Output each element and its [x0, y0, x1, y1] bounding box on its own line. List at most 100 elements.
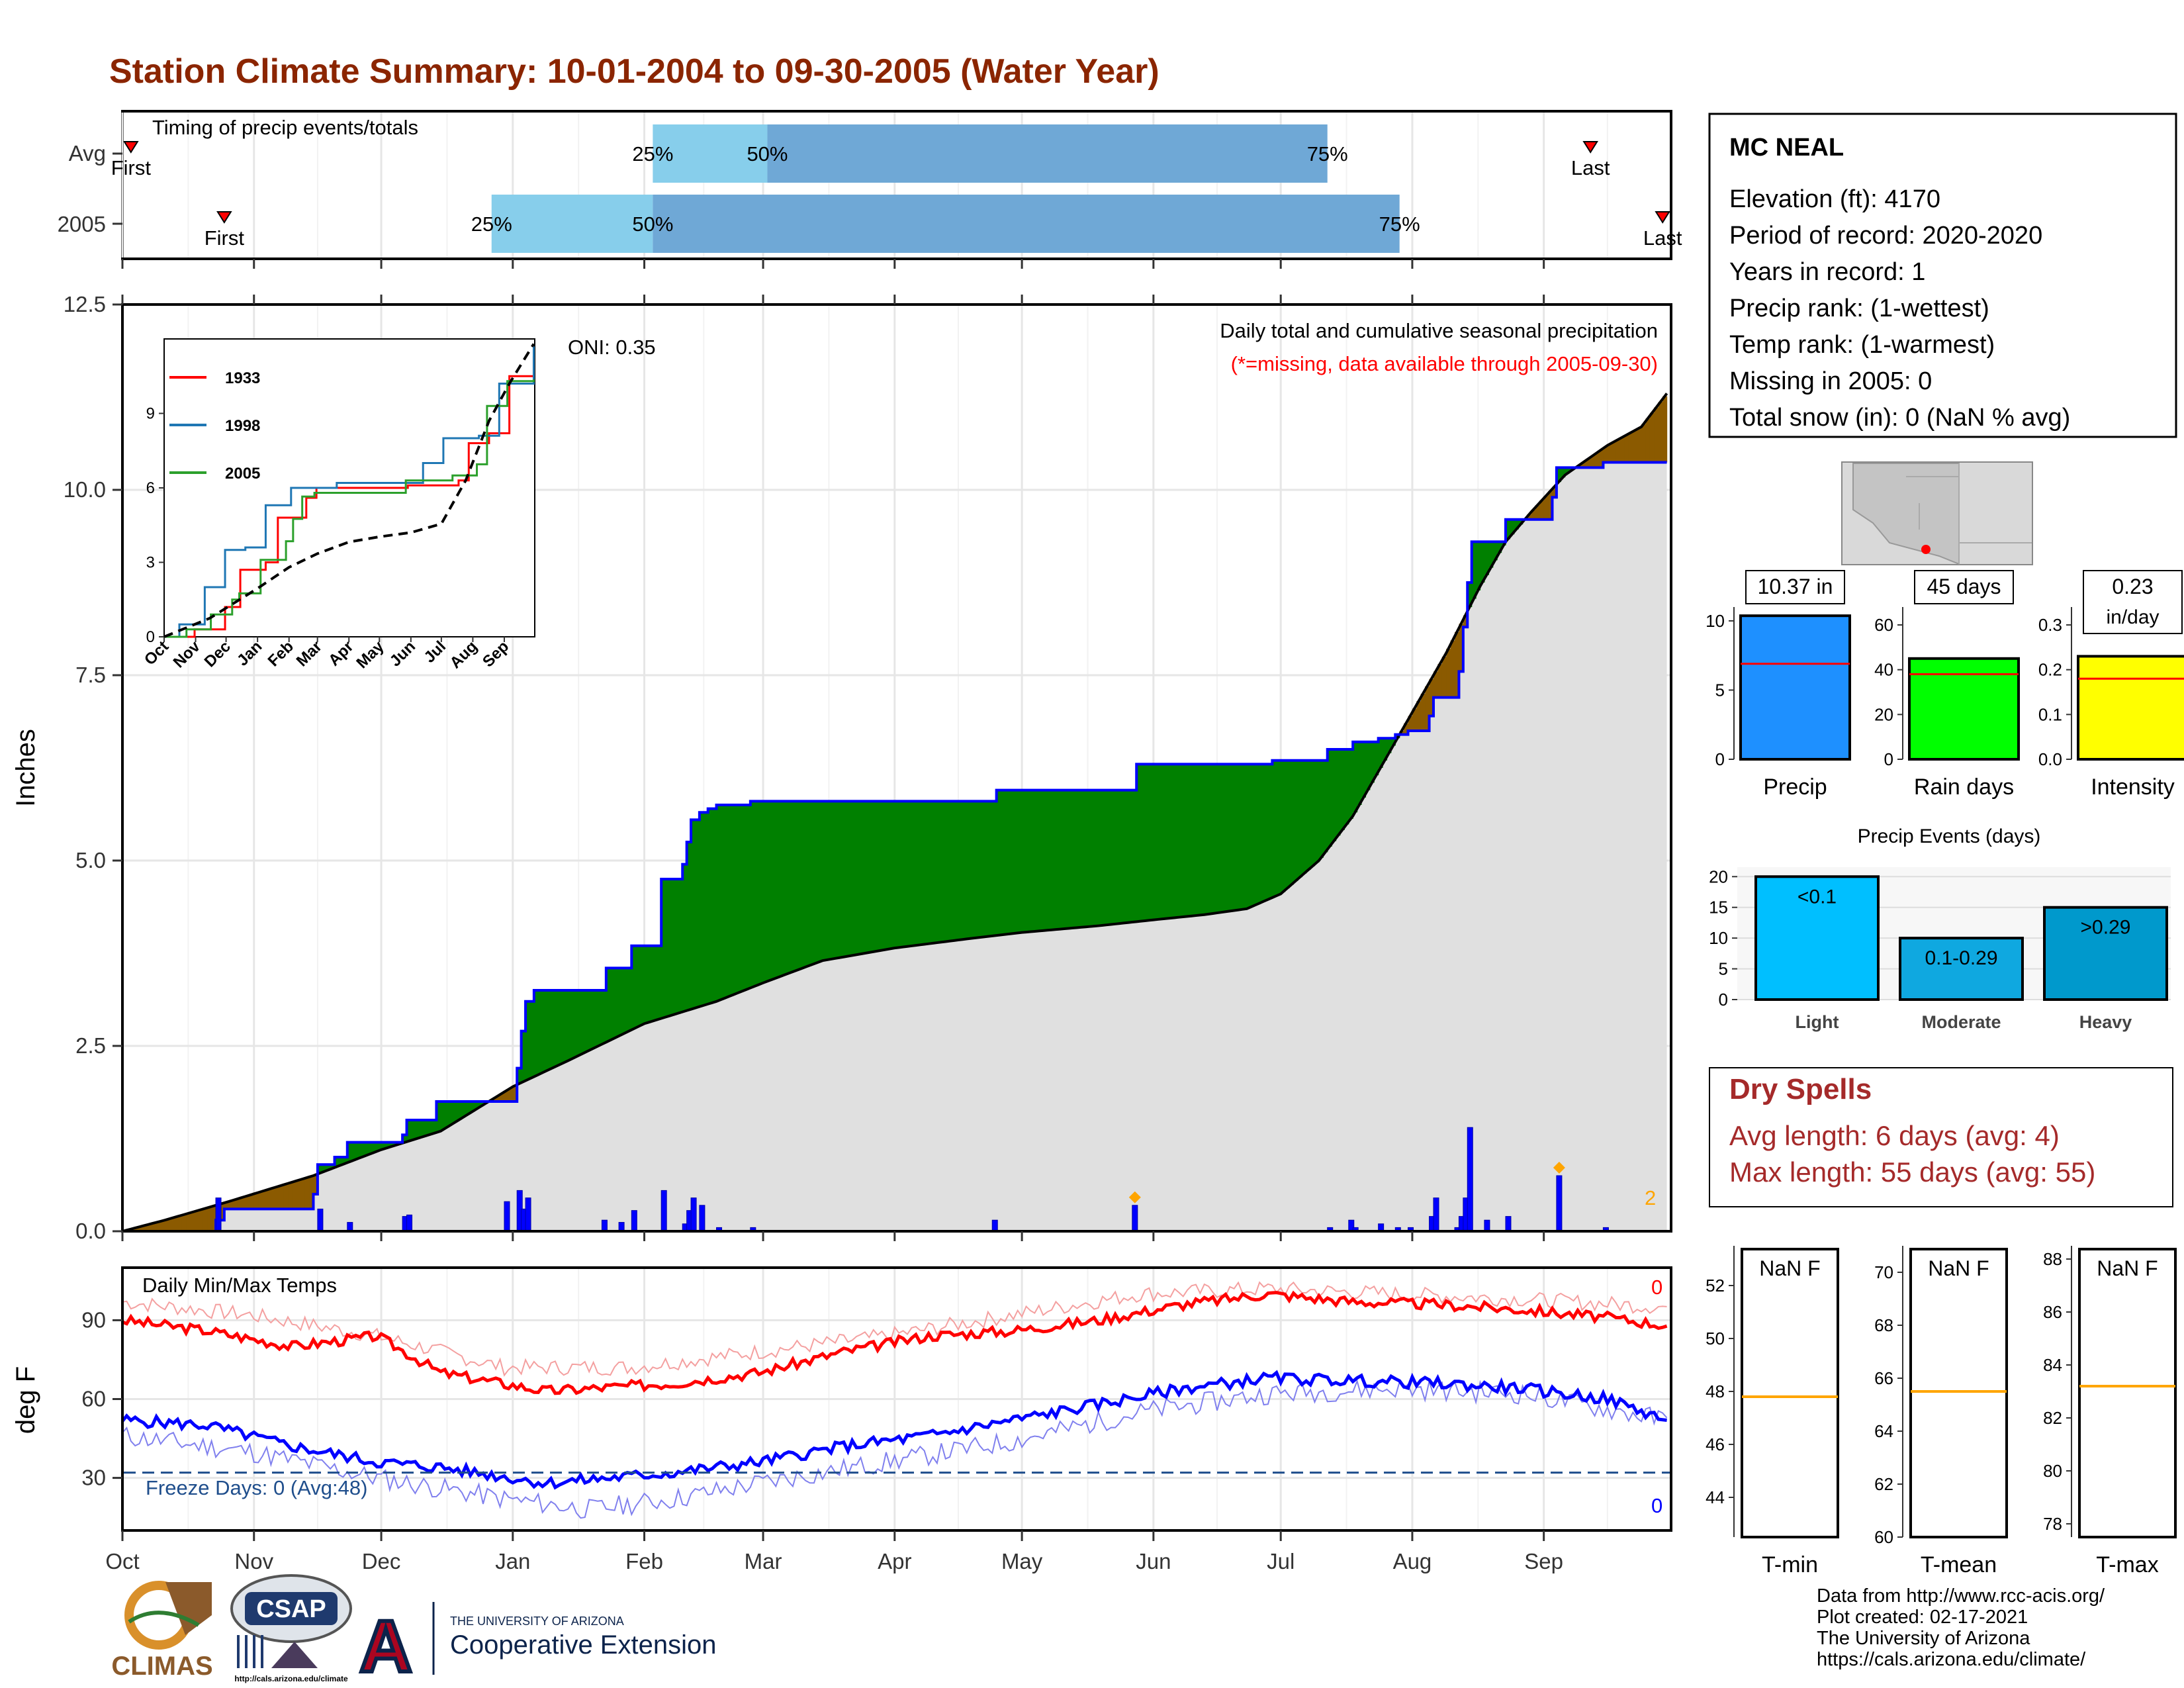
- above-normal-fill: [1195, 764, 1201, 915]
- below-normal-fill: [1645, 418, 1651, 463]
- below-normal-fill: [173, 1217, 178, 1231]
- below-normal-fill: [130, 1228, 136, 1231]
- above-normal-fill: [941, 801, 946, 942]
- above-normal-fill: [551, 990, 556, 1068]
- above-normal-fill: [521, 1031, 526, 1082]
- below-normal-fill: [504, 1090, 509, 1102]
- below-normal-fill: [1416, 701, 1422, 731]
- inset-legend-label-2005: 2005: [225, 465, 260, 483]
- below-normal-fill: [1404, 723, 1409, 735]
- raindays-y-tick-label: 20: [1874, 704, 1893, 724]
- above-normal-fill: [593, 990, 598, 1048]
- below-normal-fill: [262, 1190, 267, 1209]
- above-normal-fill: [907, 801, 913, 947]
- below-normal-fill: [1662, 396, 1668, 463]
- above-normal-fill: [478, 1102, 484, 1107]
- above-normal-fill: [1221, 764, 1226, 912]
- above-normal-fill: [704, 812, 709, 1005]
- below-normal-fill: [292, 1181, 297, 1209]
- above-normal-fill: [929, 801, 934, 944]
- below-normal-fill: [152, 1223, 157, 1231]
- above-normal-fill: [962, 801, 968, 939]
- below-normal-fill: [1658, 402, 1663, 463]
- below-normal-fill: [1590, 455, 1596, 468]
- temp-y-ticks: 30 60 90: [81, 1307, 122, 1490]
- above-normal-fill: [754, 801, 760, 986]
- below-normal-fill: [1455, 632, 1460, 698]
- above-normal-fill: [627, 968, 632, 1031]
- above-normal-fill: [894, 801, 899, 948]
- climas-wordmark: CLIMAS: [111, 1652, 212, 1681]
- above-normal-fill: [343, 1157, 348, 1164]
- above-normal-fill: [1047, 790, 1052, 930]
- precip-value-box: [1745, 570, 1845, 604]
- below-normal-fill: [1624, 435, 1629, 463]
- above-normal-fill: [606, 968, 611, 1041]
- raindays-y-tick-label: 40: [1874, 660, 1893, 680]
- above-normal-fill: [432, 1120, 437, 1133]
- inset-y-tick-label: 0: [146, 628, 155, 646]
- inset-y-tick-label: 6: [146, 479, 155, 497]
- daily-precip-bar: [406, 1214, 413, 1232]
- above-normal-fill: [958, 801, 963, 940]
- above-normal-fill: [797, 801, 802, 970]
- above-normal-fill: [780, 801, 785, 976]
- below-normal-fill: [491, 1098, 496, 1102]
- above-normal-fill: [975, 801, 980, 938]
- above-normal-fill: [602, 990, 607, 1043]
- temp-gridlines: [121, 1269, 1670, 1529]
- above-normal-fill: [971, 801, 976, 939]
- above-normal-fill: [1390, 738, 1396, 746]
- below-normal-fill: [283, 1184, 289, 1209]
- above-normal-fill: [784, 801, 790, 974]
- above-normal-fill: [614, 968, 619, 1037]
- timing-row-avg-label: Avg: [69, 141, 106, 165]
- above-normal-fill: [1013, 790, 1019, 933]
- below-normal-fill: [1412, 708, 1417, 731]
- above-normal-fill: [1514, 519, 1519, 530]
- above-normal-fill: [338, 1157, 343, 1166]
- above-normal-fill: [1344, 749, 1349, 825]
- inset-line-2005: [164, 379, 535, 638]
- above-normal-fill: [843, 801, 848, 957]
- precip-fills: [122, 393, 1668, 1233]
- above-normal-fill: [831, 801, 836, 959]
- above-normal-fill: [1212, 764, 1218, 914]
- above-normal-fill: [1017, 790, 1023, 933]
- below-normal-fill: [296, 1180, 301, 1209]
- below-normal-fill: [1633, 430, 1638, 463]
- above-normal-fill: [1140, 764, 1146, 921]
- above-normal-fill: [533, 990, 539, 1076]
- above-normal-fill: [1166, 764, 1171, 919]
- below-normal-fill: [1552, 487, 1557, 498]
- above-normal-fill: [1353, 741, 1358, 813]
- above-normal-fill: [589, 990, 594, 1050]
- events-value-label-moderate: 0.1-0.29: [1925, 947, 1997, 969]
- above-normal-fill: [351, 1142, 357, 1160]
- below-normal-fill: [1408, 716, 1413, 731]
- above-normal-fill: [1561, 467, 1566, 478]
- tsum-y-tick-label: 70: [1874, 1262, 1893, 1282]
- timing-quantile-label: 75%: [1307, 142, 1348, 165]
- above-normal-fill: [691, 820, 696, 1009]
- climas-logo: CLIMAS: [111, 1581, 213, 1681]
- last-event-marker-icon: [1582, 141, 1598, 154]
- station-elevation: Elevation (ft): 4170: [1729, 185, 1940, 213]
- timing-quantile-label: 25%: [632, 142, 673, 165]
- above-normal-fill: [1128, 790, 1133, 923]
- events-y-tick-label: 10: [1709, 928, 1728, 948]
- events-bar-light: [1754, 875, 1880, 1002]
- min-temp-line: [121, 1370, 1667, 1490]
- intensity-category-label: Intensity: [2091, 774, 2175, 800]
- above-normal-fill: [347, 1142, 352, 1162]
- credit-university: The University of Arizona: [1817, 1628, 2030, 1649]
- above-normal-fill: [1158, 764, 1163, 919]
- above-normal-fill: [1225, 764, 1230, 912]
- above-normal-fill: [1565, 467, 1570, 474]
- above-normal-fill: [406, 1120, 412, 1141]
- timing-quantile-label: 50%: [747, 142, 788, 165]
- inset-y-tick-label: 3: [146, 554, 155, 572]
- temp-y-tick-label: 90: [81, 1307, 106, 1332]
- below-normal-fill: [1527, 514, 1532, 520]
